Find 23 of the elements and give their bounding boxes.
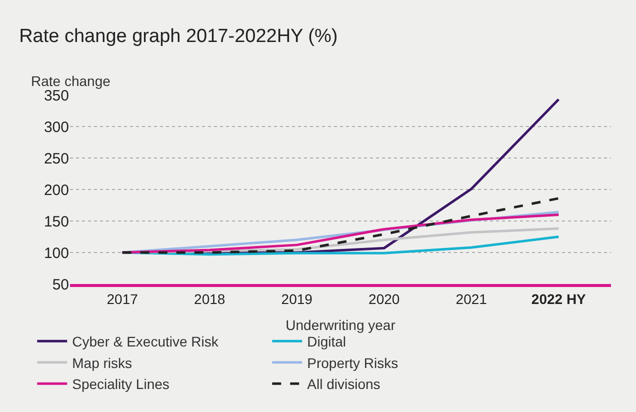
y-tick-label: 50 bbox=[52, 276, 69, 294]
y-axis-title: Rate change bbox=[31, 73, 111, 89]
x-tick-label: 2019 bbox=[281, 290, 313, 307]
legend-label: Speciality Lines bbox=[72, 376, 170, 392]
y-tick-label: 150 bbox=[44, 213, 69, 230]
y-tick-label: 100 bbox=[44, 244, 69, 262]
legend-label: Cyber & Executive Risk bbox=[72, 334, 220, 350]
x-tick-label: 2020 bbox=[368, 290, 400, 307]
x-tick-label: 2022 HY bbox=[531, 290, 587, 307]
legend-label: Map risks bbox=[72, 354, 132, 371]
x-axis-title: Underwriting year bbox=[286, 317, 396, 334]
legend-label: All divisions bbox=[307, 376, 380, 392]
x-tick-label: 2018 bbox=[194, 290, 226, 307]
line-series bbox=[121, 197, 560, 254]
y-tick-label: 350 bbox=[44, 87, 69, 104]
x-tick-label: 2021 bbox=[456, 290, 488, 307]
chart-title: Rate change graph 2017-2022HY (%) bbox=[19, 26, 338, 48]
y-tick-label: 300 bbox=[44, 118, 69, 136]
x-tick-label: 2017 bbox=[106, 290, 138, 307]
y-tick-label: 250 bbox=[44, 150, 69, 168]
y-tick-label: 200 bbox=[44, 182, 69, 199]
legend-label: Property Risks bbox=[307, 354, 398, 371]
legend-label: Digital bbox=[307, 334, 346, 350]
